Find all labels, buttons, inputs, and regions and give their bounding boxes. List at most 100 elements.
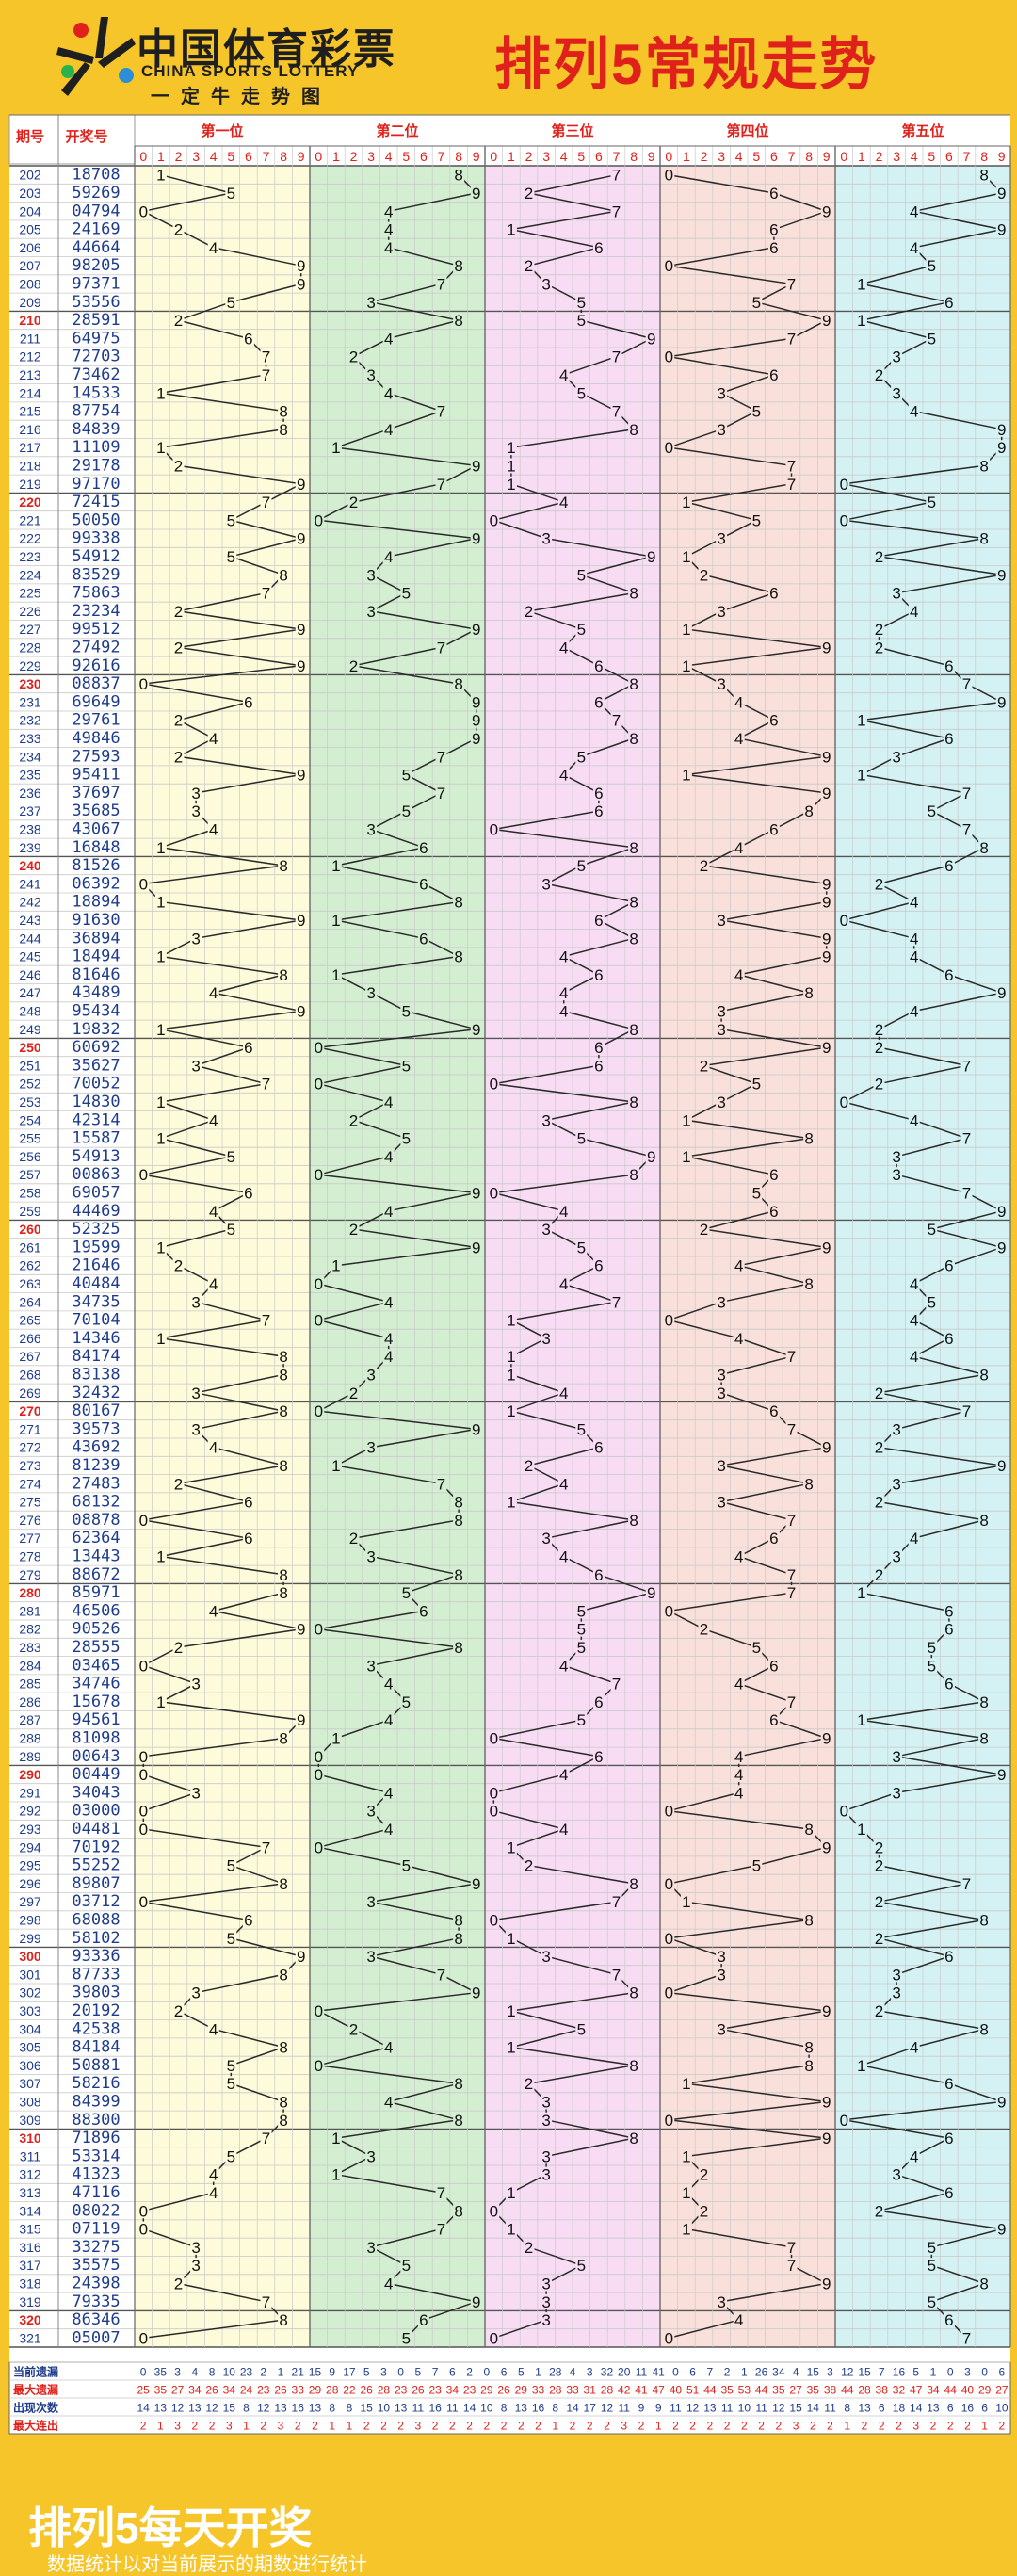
draw-number: 35575 bbox=[72, 2256, 120, 2275]
draw-number: 81646 bbox=[72, 965, 120, 984]
digit-mark: 9 bbox=[822, 2275, 831, 2292]
stats-value: 1 bbox=[655, 2420, 662, 2433]
stats-label: 最大连出 bbox=[13, 2419, 58, 2433]
digit-mark: 8 bbox=[979, 1366, 988, 1384]
digit-mark: 7 bbox=[787, 2239, 796, 2257]
digit-mark: 4 bbox=[384, 239, 393, 257]
digit-mark-background bbox=[278, 2112, 290, 2128]
digit-mark-background bbox=[207, 239, 219, 255]
digit-mark-background bbox=[751, 403, 763, 419]
draw-number: 34043 bbox=[72, 1783, 120, 1802]
digit-mark-background bbox=[470, 1421, 482, 1437]
digit-mark: 7 bbox=[787, 476, 796, 494]
issue-number: 265 bbox=[19, 1313, 41, 1328]
digit-mark-background bbox=[908, 2039, 920, 2055]
digit-mark: 0 bbox=[315, 1402, 323, 1420]
digit-mark-background bbox=[803, 2057, 815, 2073]
digit-mark-background bbox=[733, 839, 745, 855]
digit-mark: 1 bbox=[507, 1312, 515, 1330]
digit-mark-background bbox=[663, 1312, 675, 1328]
digit-mark: 1 bbox=[507, 1930, 515, 1948]
digit-mark-background bbox=[610, 1676, 622, 1692]
digit-mark-background bbox=[557, 1548, 570, 1564]
digit-mark: 8 bbox=[279, 1566, 287, 1584]
stats-value: 28 bbox=[549, 2384, 562, 2397]
digit-mark: 1 bbox=[507, 439, 515, 457]
draw-number: 53556 bbox=[72, 293, 120, 312]
stats-value: 13 bbox=[858, 2402, 871, 2415]
digit-mark-background bbox=[242, 1912, 254, 1928]
digit-mark-background bbox=[716, 912, 728, 928]
digit-mark: 6 bbox=[594, 802, 603, 820]
digit-mark-background bbox=[978, 530, 991, 546]
digit-mark: 3 bbox=[892, 2166, 900, 2184]
digit-mark-background bbox=[382, 1676, 395, 1692]
digit-mark-background bbox=[313, 1076, 325, 1092]
digit-mark-background bbox=[891, 1967, 903, 1983]
digit-mark: 8 bbox=[279, 2112, 287, 2130]
digit-mark-background bbox=[154, 385, 167, 401]
position-header: 第二位 bbox=[376, 122, 418, 139]
digit-mark-background bbox=[242, 1040, 254, 1056]
digit-mark-background bbox=[347, 657, 360, 673]
position-header: 第五位 bbox=[901, 122, 944, 139]
digit-mark: 7 bbox=[962, 1130, 971, 1148]
digit-mark-background bbox=[382, 1294, 395, 1310]
digit-mark-background bbox=[575, 1130, 588, 1146]
digit-mark-background bbox=[751, 1857, 763, 1873]
stats-value: 13 bbox=[395, 2402, 408, 2415]
digit-mark-background bbox=[592, 239, 605, 255]
stats-label: 当前遗漏 bbox=[13, 2365, 58, 2379]
digit-mark-background bbox=[873, 1494, 885, 1510]
digit-mark-background bbox=[330, 912, 342, 928]
digit-mark-background bbox=[908, 1275, 920, 1291]
digit-mark: 3 bbox=[892, 1985, 900, 2002]
digit-mark: 8 bbox=[454, 2202, 462, 2220]
digit-mark: 6 bbox=[769, 712, 778, 730]
draw-number: 70052 bbox=[72, 1075, 120, 1094]
digit-mark: 9 bbox=[472, 185, 480, 203]
digit-mark-background bbox=[575, 294, 588, 310]
digit-mark-background bbox=[926, 2239, 938, 2255]
digit-mark-background bbox=[943, 1257, 955, 1273]
digit-header: 0 bbox=[840, 149, 848, 164]
digit-mark-background bbox=[417, 2312, 429, 2328]
digit-mark: 6 bbox=[244, 693, 252, 711]
digit-mark-background bbox=[365, 2239, 378, 2255]
draw-number: 00863 bbox=[72, 1165, 120, 1184]
stats-value: 1 bbox=[347, 2420, 353, 2433]
digit-mark-background bbox=[891, 585, 903, 601]
digit-mark: 3 bbox=[366, 294, 375, 312]
digit-header: 3 bbox=[893, 149, 900, 164]
stats-value: 5 bbox=[415, 2366, 422, 2379]
digit-mark-background bbox=[400, 767, 412, 783]
draw-number: 91630 bbox=[72, 911, 120, 930]
stats-value: 23 bbox=[240, 2366, 253, 2379]
stats-value: 26 bbox=[412, 2384, 425, 2397]
digit-mark-background bbox=[382, 1821, 395, 1837]
digit-mark-background bbox=[767, 221, 780, 237]
issue-number: 249 bbox=[19, 1022, 41, 1037]
issue-number: 312 bbox=[19, 2167, 41, 2182]
digit-mark-background bbox=[137, 2221, 150, 2237]
digit-mark-background bbox=[523, 2239, 535, 2255]
digit-mark-background bbox=[313, 1767, 325, 1783]
stats-value: 7 bbox=[432, 2366, 439, 2379]
digit-mark-background bbox=[505, 458, 517, 474]
draw-number: 00643 bbox=[72, 1747, 120, 1766]
stats-value: 10 bbox=[480, 2402, 493, 2415]
digit-mark: 4 bbox=[559, 1475, 568, 1493]
digit-mark-background bbox=[172, 458, 185, 474]
digit-mark-background bbox=[716, 1367, 728, 1383]
brand-name-english: CHINA SPORTS LOTTERY bbox=[141, 62, 360, 80]
digit-mark: 4 bbox=[910, 403, 918, 421]
stats-value: 23 bbox=[257, 2384, 270, 2397]
digit-mark-background bbox=[453, 2203, 465, 2219]
digit-mark: 4 bbox=[209, 1111, 218, 1129]
digit-mark: 7 bbox=[262, 494, 270, 511]
digit-mark-background bbox=[785, 276, 798, 292]
digit-mark: 0 bbox=[315, 1312, 323, 1330]
digit-mark: 3 bbox=[892, 1784, 900, 1802]
digit-mark: 9 bbox=[997, 2093, 1006, 2111]
stats-value: 2 bbox=[947, 2420, 954, 2433]
